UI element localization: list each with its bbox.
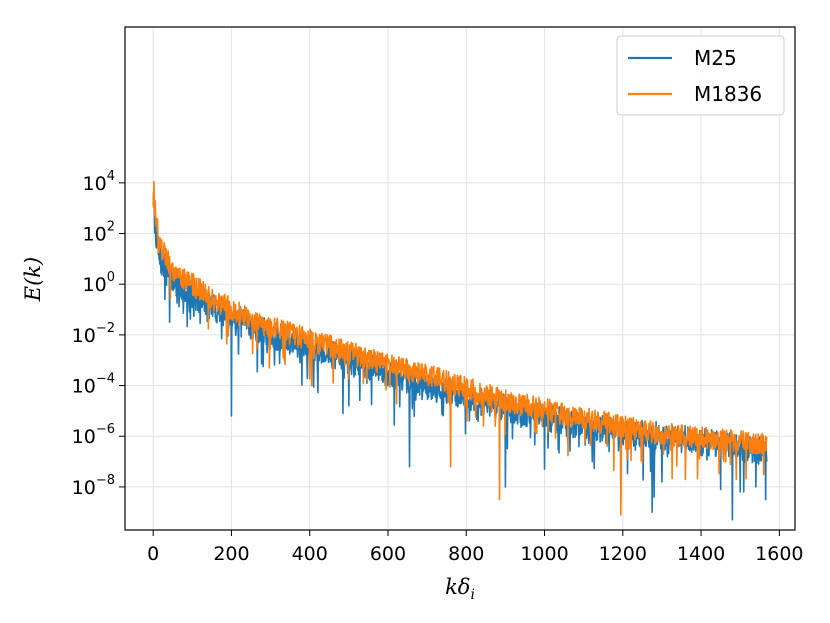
legend-label-m25: M25	[694, 46, 737, 70]
x-tick-label: 1000	[520, 543, 568, 565]
x-tick-label: 1400	[677, 543, 725, 565]
y-axis-title: E(k)	[21, 257, 45, 302]
legend: M25 M1836	[616, 35, 785, 116]
x-tick-label: 200	[213, 543, 249, 565]
y-axis: 104 102 100 10−2 10−4 10−6 10−8	[72, 169, 125, 499]
y-tick-label: 100	[83, 270, 115, 296]
legend-label-m1836: M1836	[694, 82, 762, 106]
legend-box	[616, 35, 785, 116]
y-tick-label: 10−6	[72, 422, 115, 448]
y-tick-label: 10−2	[72, 321, 115, 347]
x-tick-label: 0	[147, 543, 159, 565]
x-tick-label: 1600	[755, 543, 803, 565]
plot-frame	[124, 26, 796, 531]
y-tick-label: 10−4	[72, 372, 115, 398]
y-tick-label: 104	[83, 169, 115, 195]
x-axis-title: kδi	[445, 575, 475, 603]
x-tick-label: 1200	[599, 543, 647, 565]
x-tick-label: 400	[292, 543, 328, 565]
series-line-m1836	[152, 180, 768, 516]
y-tick-label: 10−8	[72, 473, 115, 499]
x-axis: 0 200 400 600 800 1000 1200 1400 1600	[147, 530, 804, 565]
y-tick-label: 102	[83, 220, 115, 246]
x-tick-label: 800	[448, 543, 484, 565]
plot-area	[152, 180, 768, 521]
x-tick-label: 600	[370, 543, 406, 565]
